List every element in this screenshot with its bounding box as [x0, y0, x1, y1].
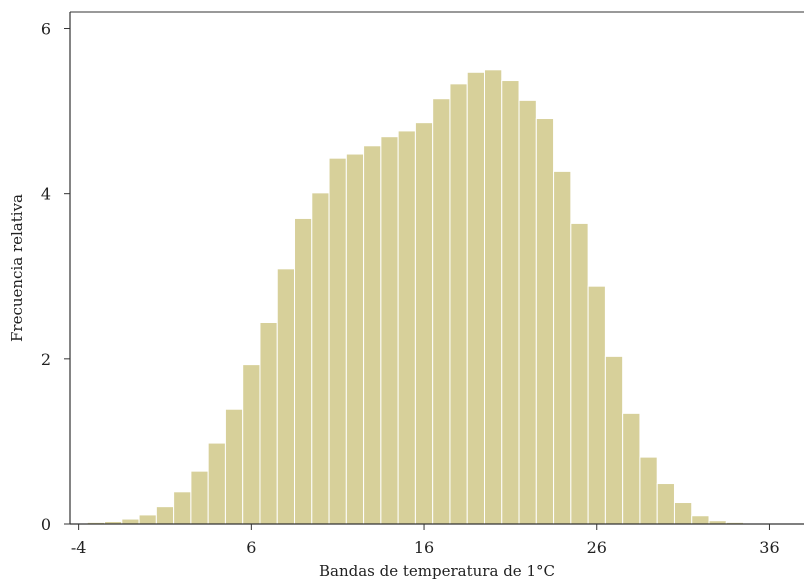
y-tick-label: 4: [41, 185, 51, 204]
histogram-bar: [501, 80, 520, 525]
histogram-bar: [691, 515, 710, 525]
histogram-bar: [397, 130, 416, 525]
histogram-bar: [673, 502, 693, 525]
x-tick-label: -4: [71, 538, 87, 557]
histogram-bar: [155, 506, 175, 525]
histogram-bar: [242, 364, 261, 525]
histogram-bar: [190, 470, 209, 525]
x-tick-label: 6: [246, 538, 256, 557]
histogram-bar: [432, 98, 451, 525]
histogram-bar: [535, 118, 555, 525]
histogram-bar: [570, 222, 589, 525]
histogram-bar: [518, 99, 537, 525]
y-tick-label: 2: [41, 350, 51, 369]
y-tick-label: 6: [41, 20, 51, 39]
x-axis-label: Bandas de temperatura de 1°C: [319, 562, 555, 580]
axes-layer: [69, 11, 804, 525]
y-tick-label: 0: [41, 515, 51, 534]
histogram-bar: [328, 157, 347, 525]
histogram-bar: [207, 442, 226, 525]
ticks-layer: -4 6 16 26 36 0 2 4 6: [41, 20, 780, 557]
histogram-bar: [449, 83, 468, 525]
histogram-bar: [483, 69, 503, 525]
x-tick-label: 16: [414, 538, 434, 557]
histogram-bar: [363, 145, 382, 525]
histogram-bar: [276, 268, 296, 525]
x-tick-label: 36: [759, 538, 779, 557]
histogram-bar: [294, 217, 313, 525]
histogram-bar: [121, 518, 140, 525]
histogram-bar: [656, 483, 675, 525]
histogram-bar: [414, 122, 434, 525]
histogram-bar: [587, 285, 606, 525]
histogram-bar: [345, 153, 365, 525]
bars-layer: [69, 69, 796, 525]
histogram-bar: [466, 71, 485, 525]
histogram-bar: [173, 491, 192, 525]
x-tick-label: 26: [587, 538, 607, 557]
histogram-bar: [622, 412, 641, 525]
histogram-bar: [604, 355, 624, 525]
histogram-bar: [311, 192, 330, 525]
histogram-bar: [553, 170, 572, 525]
histogram-bar: [380, 136, 399, 525]
histogram-bar: [259, 322, 278, 525]
histogram-bar: [138, 514, 157, 525]
y-axis-label: Frecuencia relativa: [8, 194, 26, 342]
histogram-bar: [639, 456, 658, 525]
histogram-bar: [224, 408, 244, 525]
